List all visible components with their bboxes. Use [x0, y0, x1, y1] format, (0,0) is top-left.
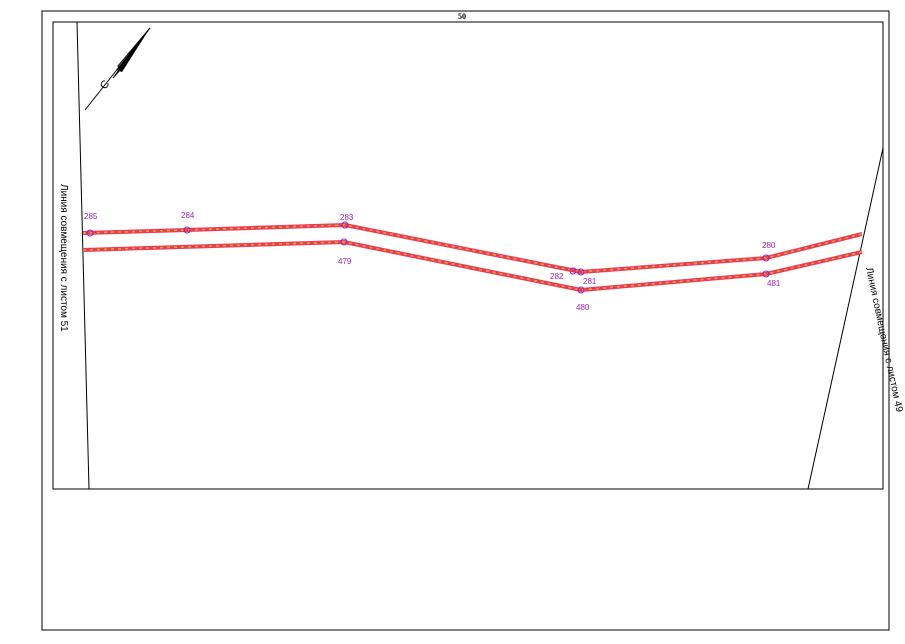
join-line: [76, 21, 90, 490]
point-label: 481: [767, 279, 781, 288]
point-label: 284: [181, 211, 195, 220]
point-label: 285: [84, 212, 98, 221]
inner-frame: [52, 21, 884, 490]
point-label: 281: [583, 277, 597, 286]
join-line: [807, 147, 884, 490]
sheet-number: 50: [458, 12, 466, 21]
join-line-label: Линия совмещения с листом 49: [863, 266, 905, 413]
point-label: 479: [338, 257, 352, 266]
north-arrow: [84, 27, 151, 111]
join-line-label: Линия совмещения с листом 51: [58, 184, 69, 332]
point-label: 480: [576, 303, 590, 312]
outer-frame: [41, 10, 890, 631]
point-label: 282: [550, 272, 564, 281]
road: [82, 221, 863, 294]
point-label: 283: [340, 213, 354, 222]
north-label: С: [98, 78, 112, 92]
point-label: 280: [762, 241, 776, 250]
